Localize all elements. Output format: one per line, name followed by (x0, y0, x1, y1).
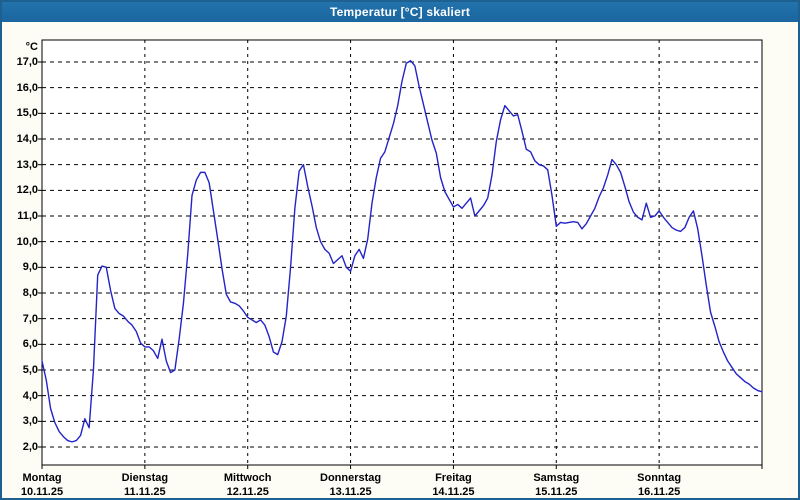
y-tick-label: 3,0 (22, 415, 38, 428)
y-tick-label: 16,0 (16, 81, 38, 94)
x-day-label: Donnerstag (320, 472, 382, 484)
y-tick-label: 5,0 (22, 364, 38, 376)
title-bar: Temperatur [°C] skaliert (2, 2, 798, 22)
y-tick-label: 17,0 (16, 56, 38, 68)
plot-background (42, 40, 762, 465)
y-tick-label: 15,0 (16, 107, 38, 120)
x-day-label: Montag (22, 472, 62, 484)
y-tick-label: 11,0 (17, 210, 38, 222)
y-tick-label: 10,0 (16, 235, 38, 248)
window-title: Temperatur [°C] skaliert (329, 5, 471, 19)
y-tick-label: 7,0 (22, 312, 38, 325)
temperature-line-chart (38, 39, 763, 469)
x-date-label: 11.11.25 (124, 486, 166, 498)
y-tick-label: 6,0 (22, 338, 38, 351)
x-day-label: Mittwoch (223, 472, 272, 484)
y-tick-label: 12,0 (16, 184, 38, 197)
x-date-label: 15.11.25 (535, 486, 578, 498)
y-tick-label: 9,0 (22, 261, 38, 274)
x-date-label: 12.11.25 (226, 486, 269, 498)
x-day-label: Sonntag (637, 472, 682, 484)
plot-frame (41, 39, 763, 466)
y-axis-unit-label: °C (25, 41, 38, 53)
y-tick-label: 14,0 (16, 133, 38, 145)
temperature-series-line (41, 60, 763, 443)
x-date-label: 14.11.25 (432, 486, 475, 498)
x-day-label: Samstag (533, 472, 580, 484)
y-tick-label: 13,0 (16, 158, 38, 171)
y-tick-label: 8,0 (22, 287, 38, 299)
y-tick-label: 2,0 (22, 441, 38, 453)
y-tick-label: 4,0 (22, 389, 38, 402)
x-date-label: 16.11.25 (638, 486, 681, 498)
x-date-label: 10.11.25 (20, 486, 64, 498)
x-date-label: 13.11.25 (329, 486, 372, 498)
x-day-label: Freitag (435, 472, 472, 484)
x-day-label: Dienstag (121, 472, 169, 484)
chart-area: °C 17,0 16,0 15,0 14,0 13,0 12,0 11,0 10,0 9,0 8,0… (2, 22, 798, 498)
